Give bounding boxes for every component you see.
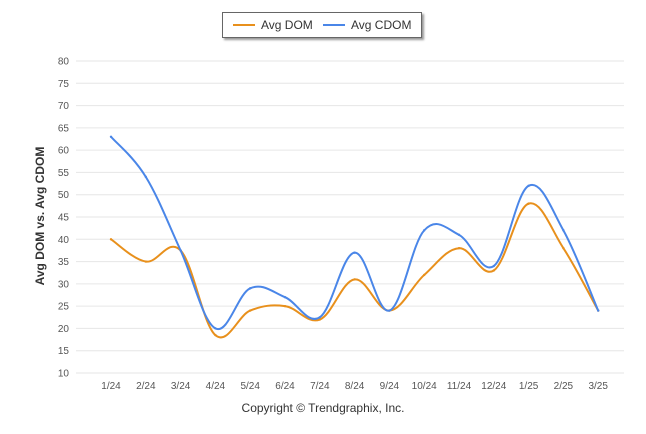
x-tick-label-11-24: 11/24	[447, 381, 472, 392]
point-avg-dom-12-24[interactable]	[492, 269, 495, 272]
point-avg-cdom-3-24[interactable]	[179, 249, 182, 252]
y-tick-label-20: 20	[58, 324, 70, 335]
legend-label-avg-cdom: Avg CDOM	[351, 18, 412, 32]
y-tick-label-80: 80	[58, 57, 70, 68]
point-avg-cdom-11-24[interactable]	[457, 233, 461, 237]
y-axis-label: Avg DOM vs. Avg CDOM	[33, 146, 47, 286]
y-tick-label-15: 15	[58, 346, 70, 357]
legend-label-avg-dom: Avg DOM	[261, 18, 313, 32]
x-tick-label-1-24: 1/24	[101, 381, 121, 392]
point-avg-dom-11-24[interactable]	[457, 247, 461, 250]
y-tick-label-60: 60	[58, 146, 70, 157]
x-tick-label-1-25: 1/25	[519, 381, 539, 392]
x-tick-label-7-24: 7/24	[310, 381, 330, 392]
y-tick-label-10: 10	[58, 369, 70, 380]
point-avg-cdom-10-24[interactable]	[423, 229, 426, 232]
point-avg-cdom-3-25[interactable]	[597, 309, 600, 312]
point-avg-dom-2-24[interactable]	[144, 260, 147, 263]
legend-item-avg-cdom[interactable]: Avg CDOM	[323, 13, 411, 37]
x-tick-label-6-24: 6/24	[275, 381, 295, 392]
x-tick-label-4-24: 4/24	[206, 381, 226, 392]
x-tick-label-9-24: 9/24	[380, 381, 400, 392]
x-tick-label-8-24: 8/24	[345, 381, 365, 392]
series-line-avg-dom[interactable]	[110, 202, 600, 339]
y-tick-label-55: 55	[58, 168, 70, 179]
point-avg-cdom-2-24[interactable]	[144, 175, 147, 179]
x-axis-ticks: 1/24 2/24 3/24 4/24 5/24 6/24 7/24 8/24 9/24 10/2…	[101, 381, 608, 392]
y-tick-label-35: 35	[58, 257, 70, 268]
point-avg-cdom-4-24[interactable]	[214, 327, 217, 330]
y-tick-label-25: 25	[58, 302, 70, 313]
point-avg-dom-5-24[interactable]	[249, 309, 252, 312]
y-tick-label-30: 30	[58, 279, 70, 290]
point-avg-dom-7-24[interactable]	[318, 318, 321, 321]
x-tick-label-10-24: 10/24	[412, 381, 437, 392]
point-avg-cdom-6-24[interactable]	[283, 296, 287, 299]
point-avg-dom-6-24[interactable]	[283, 304, 287, 308]
y-tick-label-40: 40	[58, 235, 70, 246]
gridlines	[76, 60, 624, 374]
legend-swatch-avg-dom	[233, 24, 255, 26]
point-avg-cdom-1-24[interactable]	[109, 135, 113, 138]
x-tick-label-2-25: 2/25	[554, 381, 574, 392]
point-avg-cdom-7-24[interactable]	[318, 316, 321, 319]
point-avg-cdom-8-24[interactable]	[353, 251, 356, 254]
y-tick-label-45: 45	[58, 213, 70, 224]
point-avg-dom-1-24[interactable]	[109, 238, 113, 241]
point-avg-dom-8-24[interactable]	[353, 278, 356, 281]
point-avg-cdom-1-25[interactable]	[527, 184, 530, 187]
series-line-avg-cdom[interactable]	[110, 135, 600, 331]
point-avg-cdom-2-25[interactable]	[562, 229, 565, 232]
x-tick-label-5-24: 5/24	[240, 381, 260, 392]
point-avg-dom-10-24[interactable]	[423, 273, 426, 277]
point-avg-cdom-12-24[interactable]	[492, 264, 495, 268]
point-avg-dom-1-25[interactable]	[527, 202, 530, 205]
legend-swatch-avg-cdom	[323, 24, 345, 26]
y-tick-label-65: 65	[58, 123, 70, 134]
series-lines	[109, 135, 600, 339]
x-tick-label-12-24: 12/24	[481, 381, 506, 392]
point-avg-cdom-5-24[interactable]	[249, 287, 252, 290]
y-tick-label-75: 75	[58, 79, 70, 90]
point-avg-cdom-9-24[interactable]	[388, 309, 391, 312]
y-axis-ticks: 10 15 20 25 30 35 40 45 50 55 60 65 70 75 80	[58, 57, 70, 380]
legend-item-avg-dom[interactable]: Avg DOM	[233, 13, 313, 37]
y-tick-label-70: 70	[58, 101, 70, 112]
x-tick-label-3-25: 3/25	[588, 381, 608, 392]
point-avg-dom-4-24[interactable]	[214, 333, 217, 337]
y-tick-label-50: 50	[58, 190, 70, 201]
copyright-footer: Copyright © Trendgraphix, Inc.	[241, 401, 405, 415]
legend: Avg DOM Avg CDOM	[222, 12, 422, 38]
point-avg-dom-2-25[interactable]	[562, 247, 565, 250]
x-tick-label-3-24: 3/24	[171, 381, 191, 392]
x-tick-label-2-24: 2/24	[136, 381, 156, 392]
